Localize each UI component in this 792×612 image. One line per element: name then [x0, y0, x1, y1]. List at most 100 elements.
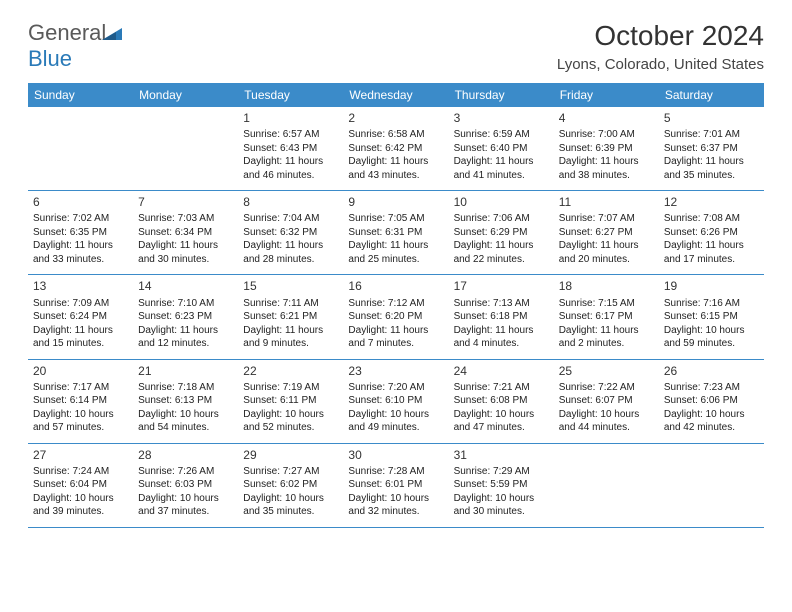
calendar-cell: 1 Sunrise: 6:57 AMSunset: 6:43 PMDaylight… [238, 107, 343, 191]
day-number: 17 [454, 278, 549, 294]
calendar-cell: 21 Sunrise: 7:18 AMSunset: 6:13 PMDayligh… [133, 359, 238, 443]
day-number: 25 [559, 363, 654, 379]
title-block: October 2024 Lyons, Colorado, United Sta… [557, 20, 764, 73]
day-number: 19 [664, 278, 759, 294]
triangle-icon [102, 20, 122, 36]
day-info: Sunrise: 7:03 AMSunset: 6:34 PMDaylight:… [138, 212, 233, 266]
day-number: 27 [33, 447, 128, 463]
day-number: 16 [348, 278, 443, 294]
day-info: Sunrise: 7:17 AMSunset: 6:14 PMDaylight:… [33, 381, 128, 435]
calendar-cell: 12 Sunrise: 7:08 AMSunset: 6:26 PMDayligh… [659, 191, 764, 275]
day-number: 14 [138, 278, 233, 294]
day-info: Sunrise: 7:18 AMSunset: 6:13 PMDaylight:… [138, 381, 233, 435]
day-info: Sunrise: 7:19 AMSunset: 6:11 PMDaylight:… [243, 381, 338, 435]
calendar-cell: 3Sunrise: 6:59 AMSunset: 6:40 PMDaylight… [449, 107, 554, 191]
logo-text: GeneralBlue [28, 20, 122, 72]
calendar-cell: 7 Sunrise: 7:03 AMSunset: 6:34 PMDaylight… [133, 191, 238, 275]
day-info: Sunrise: 7:12 AMSunset: 6:20 PMDaylight:… [348, 297, 443, 351]
calendar-cell: 5 Sunrise: 7:01 AMSunset: 6:37 PMDaylight… [659, 107, 764, 191]
calendar-cell: 13 Sunrise: 7:09 AMSunset: 6:24 PMDayligh… [28, 275, 133, 359]
day-number: 18 [559, 278, 654, 294]
day-number: 31 [454, 447, 549, 463]
calendar-cell: 10Sunrise: 7:06 AMSunset: 6:29 PMDayligh… [449, 191, 554, 275]
calendar-cell: 27 Sunrise: 7:24 AMSunset: 6:04 PMDayligh… [28, 443, 133, 527]
day-info: Sunrise: 6:58 AMSunset: 6:42 PMDaylight:… [348, 128, 443, 182]
day-info: Sunrise: 7:02 AMSunset: 6:35 PMDaylight:… [33, 212, 128, 266]
day-info: Sunrise: 7:01 AMSunset: 6:37 PMDaylight:… [664, 128, 759, 182]
calendar-cell [554, 443, 659, 527]
day-info: Sunrise: 7:15 AMSunset: 6:17 PMDaylight:… [559, 297, 654, 351]
day-info: Sunrise: 7:10 AMSunset: 6:23 PMDaylight:… [138, 297, 233, 351]
calendar-cell [133, 107, 238, 191]
day-number: 10 [454, 194, 549, 210]
calendar-cell: 29 Sunrise: 7:27 AMSunset: 6:02 PMDayligh… [238, 443, 343, 527]
day-info: Sunrise: 7:08 AMSunset: 6:26 PMDaylight:… [664, 212, 759, 266]
day-number: 24 [454, 363, 549, 379]
calendar-cell: 17 Sunrise: 7:13 AMSunset: 6:18 PMDayligh… [449, 275, 554, 359]
calendar-row: 1 Sunrise: 6:57 AMSunset: 6:43 PMDaylight… [28, 107, 764, 191]
day-number: 12 [664, 194, 759, 210]
day-number: 7 [138, 194, 233, 210]
calendar-cell: 9Sunrise: 7:05 AMSunset: 6:31 PMDaylight… [343, 191, 448, 275]
logo: GeneralBlue [28, 20, 122, 72]
calendar-cell: 31 Sunrise: 7:29 AMSunset: 5:59 PMDayligh… [449, 443, 554, 527]
day-number: 28 [138, 447, 233, 463]
calendar-cell: 22Sunrise: 7:19 AMSunset: 6:11 PMDayligh… [238, 359, 343, 443]
weekday-header-row: SundayMondayTuesdayWednesdayThursdayFrid… [28, 83, 764, 107]
calendar-cell: 19 Sunrise: 7:16 AMSunset: 6:15 PMDayligh… [659, 275, 764, 359]
day-number: 29 [243, 447, 338, 463]
day-info: Sunrise: 7:22 AMSunset: 6:07 PMDaylight:… [559, 381, 654, 435]
day-number: 1 [243, 110, 338, 126]
calendar-cell: 30Sunrise: 7:28 AMSunset: 6:01 PMDayligh… [343, 443, 448, 527]
day-number: 26 [664, 363, 759, 379]
calendar-row: 6 Sunrise: 7:02 AMSunset: 6:35 PMDaylight… [28, 191, 764, 275]
day-number: 3 [454, 110, 549, 126]
calendar-cell: 26 Sunrise: 7:23 AMSunset: 6:06 PMDayligh… [659, 359, 764, 443]
day-number: 8 [243, 194, 338, 210]
calendar-cell: 8Sunrise: 7:04 AMSunset: 6:32 PMDaylight… [238, 191, 343, 275]
day-info: Sunrise: 7:21 AMSunset: 6:08 PMDaylight:… [454, 381, 549, 435]
calendar-cell: 11 Sunrise: 7:07 AMSunset: 6:27 PMDayligh… [554, 191, 659, 275]
day-info: Sunrise: 7:26 AMSunset: 6:03 PMDaylight:… [138, 465, 233, 519]
calendar-cell: 23Sunrise: 7:20 AMSunset: 6:10 PMDayligh… [343, 359, 448, 443]
day-number: 5 [664, 110, 759, 126]
day-number: 4 [559, 110, 654, 126]
calendar-body: 1 Sunrise: 6:57 AMSunset: 6:43 PMDaylight… [28, 107, 764, 527]
calendar-cell: 16 Sunrise: 7:12 AMSunset: 6:20 PMDayligh… [343, 275, 448, 359]
calendar-row: 20Sunrise: 7:17 AMSunset: 6:14 PMDayligh… [28, 359, 764, 443]
weekday-header: Thursday [449, 83, 554, 107]
day-number: 21 [138, 363, 233, 379]
day-number: 13 [33, 278, 128, 294]
day-info: Sunrise: 7:09 AMSunset: 6:24 PMDaylight:… [33, 297, 128, 351]
day-info: Sunrise: 6:57 AMSunset: 6:43 PMDaylight:… [243, 128, 338, 182]
day-info: Sunrise: 7:29 AMSunset: 5:59 PMDaylight:… [454, 465, 549, 519]
weekday-header: Saturday [659, 83, 764, 107]
location: Lyons, Colorado, United States [557, 56, 764, 73]
day-info: Sunrise: 7:13 AMSunset: 6:18 PMDaylight:… [454, 297, 549, 351]
calendar-row: 27 Sunrise: 7:24 AMSunset: 6:04 PMDayligh… [28, 443, 764, 527]
calendar-cell: 4Sunrise: 7:00 AMSunset: 6:39 PMDaylight… [554, 107, 659, 191]
calendar-cell: 2Sunrise: 6:58 AMSunset: 6:42 PMDaylight… [343, 107, 448, 191]
day-info: Sunrise: 7:16 AMSunset: 6:15 PMDaylight:… [664, 297, 759, 351]
weekday-header: Friday [554, 83, 659, 107]
calendar-cell: 20Sunrise: 7:17 AMSunset: 6:14 PMDayligh… [28, 359, 133, 443]
calendar-cell: 14 Sunrise: 7:10 AMSunset: 6:23 PMDayligh… [133, 275, 238, 359]
calendar-cell: 28 Sunrise: 7:26 AMSunset: 6:03 PMDayligh… [133, 443, 238, 527]
calendar-cell [659, 443, 764, 527]
day-info: Sunrise: 7:11 AMSunset: 6:21 PMDaylight:… [243, 297, 338, 351]
calendar-cell: 18 Sunrise: 7:15 AMSunset: 6:17 PMDayligh… [554, 275, 659, 359]
header: GeneralBlue October 2024 Lyons, Colorado… [28, 20, 764, 73]
calendar-row: 13 Sunrise: 7:09 AMSunset: 6:24 PMDayligh… [28, 275, 764, 359]
day-info: Sunrise: 7:23 AMSunset: 6:06 PMDaylight:… [664, 381, 759, 435]
day-info: Sunrise: 7:27 AMSunset: 6:02 PMDaylight:… [243, 465, 338, 519]
day-number: 23 [348, 363, 443, 379]
day-number: 6 [33, 194, 128, 210]
day-info: Sunrise: 7:24 AMSunset: 6:04 PMDaylight:… [33, 465, 128, 519]
calendar-cell: 6 Sunrise: 7:02 AMSunset: 6:35 PMDaylight… [28, 191, 133, 275]
day-info: Sunrise: 7:05 AMSunset: 6:31 PMDaylight:… [348, 212, 443, 266]
weekday-header: Sunday [28, 83, 133, 107]
day-number: 11 [559, 194, 654, 210]
calendar-cell: 24 Sunrise: 7:21 AMSunset: 6:08 PMDayligh… [449, 359, 554, 443]
day-info: Sunrise: 7:07 AMSunset: 6:27 PMDaylight:… [559, 212, 654, 266]
weekday-header: Wednesday [343, 83, 448, 107]
